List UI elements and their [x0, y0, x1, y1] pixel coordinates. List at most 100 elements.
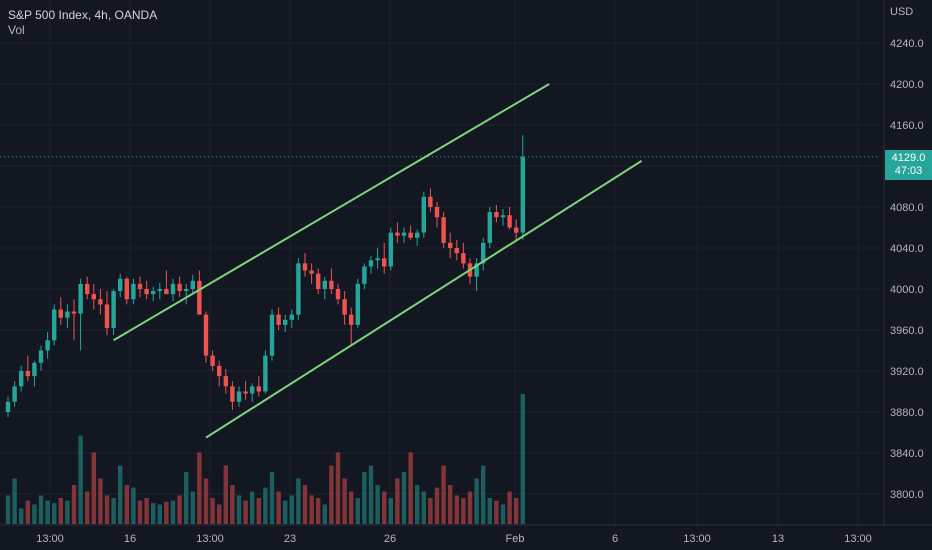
candle-body — [137, 283, 143, 289]
candle-body — [25, 371, 30, 377]
volume-bar — [514, 498, 519, 524]
volume-bar — [118, 465, 123, 524]
candle-body — [434, 207, 440, 218]
candle-body — [65, 311, 70, 318]
candle-body — [104, 304, 110, 328]
price-axis[interactable]: 4240.04200.04160.04120.04080.04040.04000… — [883, 0, 924, 525]
volume-bar — [316, 498, 321, 524]
candle-body — [461, 253, 466, 264]
candle-body — [500, 215, 506, 218]
price-tick: 4080.0 — [890, 202, 924, 214]
volume-bar — [500, 504, 506, 524]
candle-body — [98, 299, 103, 305]
candle-body — [507, 215, 512, 228]
volume-bar — [434, 487, 440, 524]
candle-body — [368, 260, 374, 267]
volume-bar — [441, 465, 446, 524]
volume-bar — [474, 478, 479, 524]
chart-legend: S&P 500 Index, 4h, OANDA Vol — [8, 8, 157, 38]
price-tick: 4040.0 — [890, 243, 924, 255]
volume-bar — [335, 452, 341, 524]
volume-bar — [157, 504, 162, 524]
volume-bar — [382, 491, 387, 524]
candle-body — [382, 258, 387, 267]
volume-bar — [65, 500, 70, 524]
currency-label: USD — [890, 6, 914, 18]
volume-bar — [269, 472, 275, 524]
candle-body — [78, 283, 83, 314]
volume-bar — [104, 495, 110, 524]
volume-bar — [184, 472, 189, 524]
time-tick: 13:00 — [196, 533, 224, 545]
volume-bar — [170, 500, 176, 524]
symbol-title[interactable]: S&P 500 Index, 4h, OANDA — [8, 8, 158, 22]
time-tick: 16 — [124, 533, 136, 545]
volume-bar — [190, 491, 195, 524]
candle-body — [52, 309, 57, 341]
grid-lines — [0, 0, 880, 525]
volume-bar — [32, 504, 37, 524]
volume-bar — [309, 495, 314, 524]
volume-bar — [85, 491, 90, 524]
candle-body — [256, 386, 261, 392]
candle-body — [375, 258, 380, 261]
candle-body — [45, 340, 50, 351]
volume-bar — [210, 498, 215, 524]
volume-bar — [52, 503, 57, 524]
volume-label[interactable]: Vol — [8, 23, 25, 37]
volume-bar — [507, 491, 512, 524]
volume-bar — [91, 452, 96, 524]
channel-lines[interactable] — [113, 83, 643, 439]
candle-body — [388, 232, 393, 267]
volume-bar — [289, 495, 294, 524]
last-price-badge: 4129.0 47:03 — [885, 150, 932, 180]
time-tick: 13:00 — [683, 533, 711, 545]
last-price: 4129.0 — [891, 152, 926, 164]
candle-body — [302, 263, 308, 271]
candle-body — [329, 280, 334, 289]
volume-bar — [263, 487, 268, 524]
price-tick: 3880.0 — [890, 407, 924, 419]
candle-body — [421, 196, 426, 233]
volume-bar — [19, 508, 24, 524]
candle-body — [184, 289, 189, 292]
volume-bar — [296, 478, 301, 524]
volume-bar — [217, 504, 222, 524]
time-tick: 13:00 — [36, 533, 64, 545]
volume-bar — [98, 478, 103, 524]
price-tick: 3800.0 — [890, 489, 924, 501]
time-tick: 23 — [284, 533, 296, 545]
volume-bar — [203, 478, 209, 524]
candle-body — [355, 283, 360, 325]
volume-bar — [58, 498, 63, 524]
candle-body — [289, 314, 294, 320]
volume-bar — [421, 491, 426, 524]
candle-body — [177, 283, 182, 292]
candle-body — [454, 248, 459, 254]
candle-body — [32, 362, 37, 377]
volume-bar — [45, 500, 50, 524]
price-tick: 3960.0 — [890, 325, 924, 337]
volume-bar — [349, 491, 354, 524]
volume-bar — [137, 500, 143, 524]
time-axis[interactable]: 13:00 16 13:00 23 26 Feb 6 13:00 13 13:00 — [0, 524, 932, 545]
candle-body — [38, 350, 44, 363]
volume-bar — [395, 478, 400, 524]
volume-bar — [415, 485, 420, 524]
candle-body — [236, 391, 242, 402]
candle-body — [494, 212, 499, 218]
volume-bar — [131, 487, 136, 524]
volume-bar — [454, 495, 459, 524]
candle-body — [5, 401, 11, 412]
price-tick: 3840.0 — [890, 448, 924, 460]
candle-body — [58, 309, 63, 318]
volume-bar — [71, 485, 77, 524]
candle-body — [210, 355, 215, 366]
candle-body — [190, 280, 195, 289]
candle-body — [428, 196, 433, 207]
volume-bar — [256, 498, 261, 524]
candle-body — [322, 280, 327, 289]
candle-body — [118, 278, 123, 292]
volume-bar — [111, 498, 116, 524]
